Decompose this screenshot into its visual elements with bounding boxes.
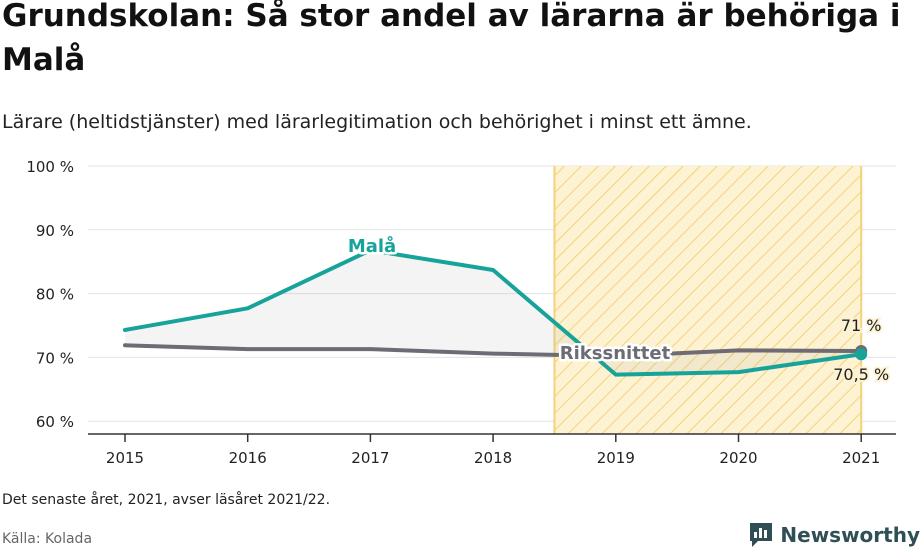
newsworthy-logo-icon [750,523,773,547]
series-label-rikssnittet: Rikssnittet [560,343,671,364]
y-tick-label: 100 % [26,158,74,176]
end-marker-mala [855,348,868,361]
x-tick-label: 2021 [842,449,880,467]
y-tick-label: 70 % [36,349,74,367]
x-tick-label: 2017 [351,449,389,467]
y-tick-label: 90 % [36,222,74,240]
chart-title: Grundskolan: Så stor andel av lärarna är… [2,0,901,78]
source-note: Källa: Kolada [2,531,93,547]
annotation-rikssnittet: 71 % [841,316,882,335]
x-tick-label: 2015 [106,449,144,467]
x-tick-label: 2019 [597,449,635,467]
x-tick-label: 2016 [229,449,267,467]
highlight-area [554,166,862,434]
newsworthy-brand: Newsworthy [748,520,920,550]
series-line-mala [123,248,864,377]
series-label-mala: Malå [348,235,396,257]
brand-name: Newsworthy [780,523,920,547]
chart-subtitle: Lärare (heltidstjänster) med lärarlegiti… [2,111,752,133]
x-tick-label: 2018 [474,449,512,467]
y-tick-label: 80 % [36,286,74,304]
y-tick-label: 60 % [36,413,74,431]
series-line-rikssnittet [123,343,864,359]
footnote: Det senaste året, 2021, avser läsåret 20… [2,492,331,508]
x-tick-label: 2020 [719,449,757,467]
annotation-mala: 70,5 % [833,365,889,384]
